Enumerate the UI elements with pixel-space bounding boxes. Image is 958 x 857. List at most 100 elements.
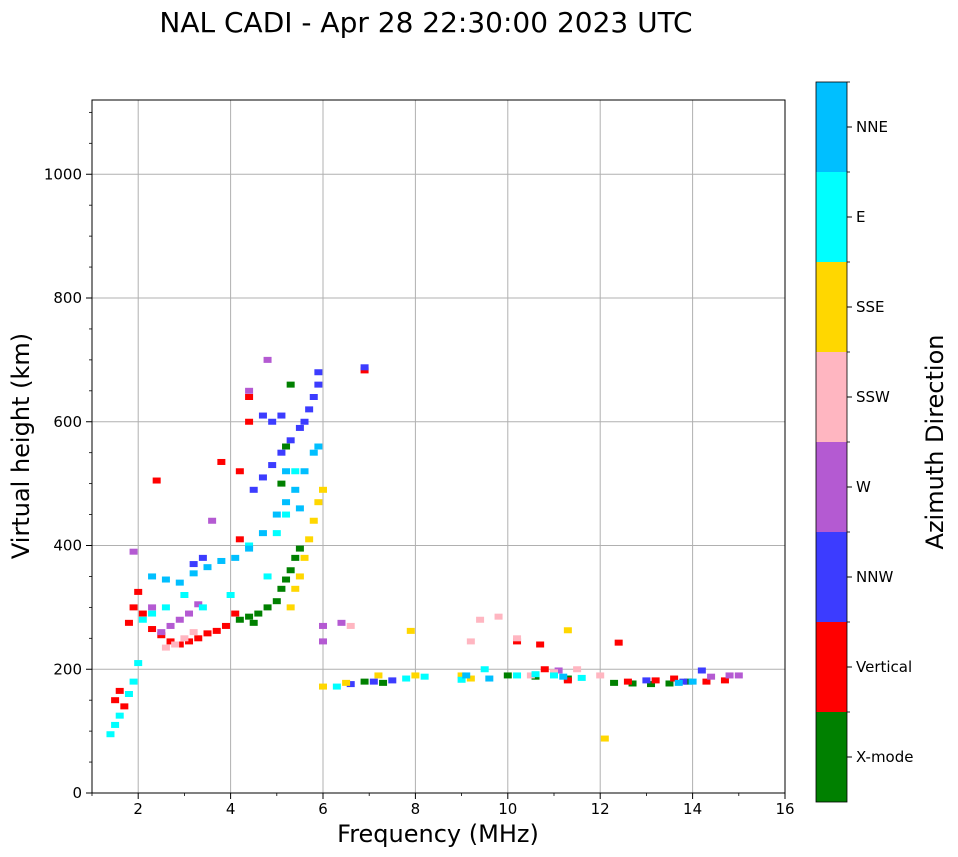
data-point [513, 638, 522, 645]
data-point [245, 387, 254, 394]
data-point [286, 381, 295, 388]
data-point [503, 672, 512, 679]
colorbar-band [816, 442, 847, 532]
data-point [185, 638, 194, 645]
data-points [106, 356, 743, 742]
colorbar-band [816, 262, 847, 352]
chart-title: NAL CADI - Apr 28 22:30:00 2023 UTC [159, 6, 692, 39]
data-point [148, 626, 157, 633]
data-point [148, 604, 157, 611]
data-point [148, 610, 157, 617]
data-point [683, 678, 692, 685]
data-point [138, 616, 147, 623]
colorbar-category-label: Vertical [856, 658, 912, 676]
data-point [402, 675, 411, 682]
series-nne [148, 443, 697, 686]
data-point [725, 672, 734, 679]
data-point [628, 680, 637, 687]
data-point [647, 681, 656, 688]
data-point [309, 517, 318, 524]
series-sse [286, 486, 609, 742]
data-point [319, 683, 327, 690]
colorbar-band [816, 172, 847, 262]
data-point [138, 610, 147, 617]
data-point [526, 672, 535, 679]
data-point [221, 622, 230, 629]
data-point [476, 616, 485, 623]
y-tick-label: 0 [72, 784, 82, 802]
data-point [263, 356, 272, 363]
data-point [286, 567, 295, 574]
data-point [295, 505, 304, 512]
data-point [249, 619, 258, 626]
data-point [115, 712, 124, 719]
data-point [124, 619, 133, 626]
colorbar-labels: X-mode Vertical NNW W SSW SSE E NNE [847, 81, 913, 766]
data-point [406, 627, 415, 634]
x-axis-label: Frequency (MHz) [337, 820, 539, 848]
data-point [254, 610, 263, 617]
data-point [651, 677, 660, 684]
data-point [374, 672, 383, 679]
data-point [513, 635, 522, 642]
data-point [157, 629, 166, 636]
data-point [111, 697, 120, 704]
data-point [295, 545, 304, 552]
data-point [295, 424, 304, 431]
colorbar-category-label: W [856, 478, 871, 496]
data-point [185, 610, 194, 617]
y-tick-label: 600 [53, 413, 82, 431]
data-point [171, 641, 180, 648]
data-point [300, 468, 309, 475]
plot-frame [91, 99, 786, 794]
data-point [166, 622, 175, 629]
data-point [212, 627, 221, 634]
y-axis-label: Virtual height (km) [7, 333, 35, 559]
data-point [720, 677, 729, 684]
data-point [702, 678, 711, 685]
data-point [319, 486, 327, 493]
data-point [550, 672, 558, 679]
data-point [134, 588, 143, 595]
x-tick-label: 6 [318, 800, 328, 818]
colorbar-category-label: SSE [856, 298, 885, 316]
data-point [175, 616, 184, 623]
data-point [346, 622, 355, 629]
colorbar-category-label: E [856, 208, 865, 226]
data-point [245, 394, 254, 400]
data-point [129, 604, 138, 611]
series-e [106, 468, 586, 738]
y-tick-label: 200 [53, 660, 82, 678]
data-point [175, 641, 184, 648]
colorbar-band [816, 82, 847, 172]
data-point [674, 679, 683, 686]
data-point [600, 735, 609, 742]
data-point [124, 691, 133, 697]
data-point [161, 576, 170, 583]
data-point [559, 673, 568, 680]
data-point [258, 474, 267, 481]
data-point [536, 641, 545, 648]
data-point [129, 678, 138, 685]
data-point [360, 367, 369, 374]
data-point [226, 592, 235, 598]
data-point [203, 630, 212, 637]
data-point [277, 412, 286, 419]
data-point [189, 570, 198, 577]
series-ssw [161, 613, 605, 679]
series-nnw [189, 364, 706, 688]
data-point [282, 468, 291, 475]
data-point [550, 669, 558, 676]
data-point [277, 585, 286, 592]
gridlines [92, 100, 785, 793]
data-point [513, 672, 522, 679]
data-point [563, 627, 572, 634]
data-point [457, 672, 466, 679]
data-point [189, 629, 198, 636]
data-point [272, 598, 281, 605]
data-point [554, 667, 563, 674]
data-point [369, 678, 378, 685]
data-point [277, 449, 286, 456]
y-tick-label: 1000 [44, 165, 82, 183]
data-point [245, 542, 254, 549]
